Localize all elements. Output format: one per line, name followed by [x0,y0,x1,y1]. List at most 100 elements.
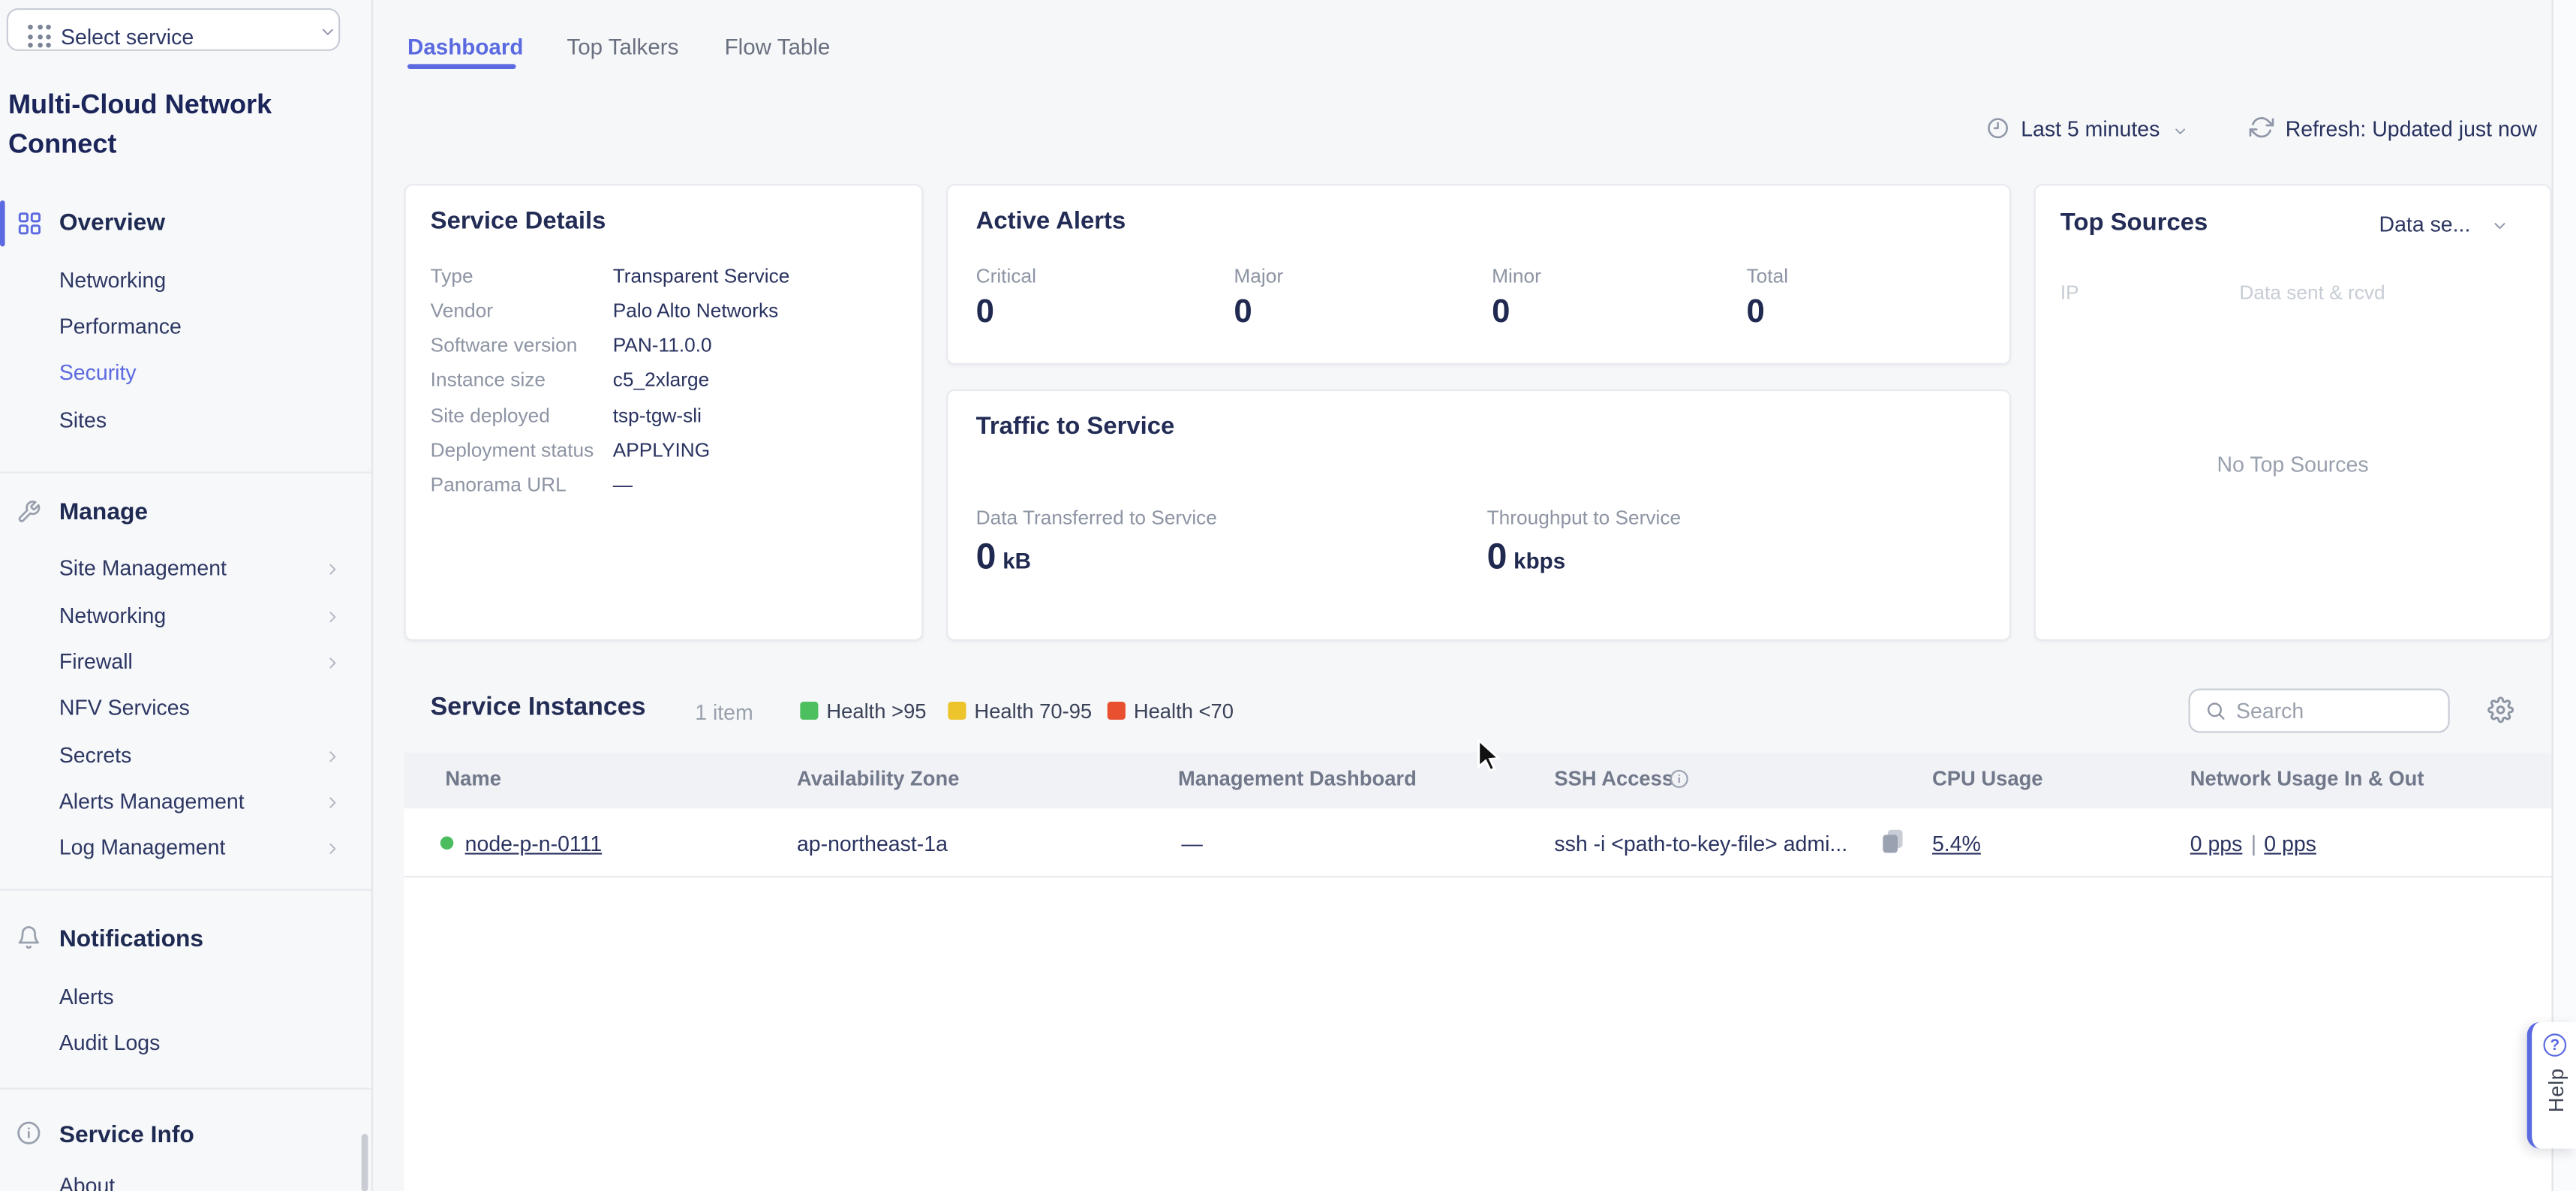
detail-value: c5_2xlarge [612,368,710,392]
sidebar-item-about[interactable]: About [59,1173,116,1191]
instance-name-link[interactable]: node-p-n-0111 [464,831,603,856]
help-tab[interactable]: ? Help [2526,1021,2576,1149]
legend-label: Health 70-95 [974,699,1093,723]
detail-value: Transparent Service [612,264,790,288]
active-alerts-card [946,184,2012,365]
legend-swatch-yellow [948,701,966,720]
top-sources-card [2033,184,2552,641]
metric-unit: kbps [1513,549,1566,574]
chevron-down-icon [2172,123,2189,140]
sidebar-item-security[interactable]: Security [59,359,137,385]
sidebar-item-sites[interactable]: Sites [59,408,107,432]
detail-value: APPLYING [612,438,711,462]
metric-label: Data Transferred to Service [975,506,1217,530]
metric-value: 0 kB [976,536,1031,579]
gear-icon[interactable] [2487,696,2514,723]
cpu-usage-link[interactable]: 5.4% [1931,831,1981,856]
col-header-management-dashboard[interactable]: Management Dashboard [1177,767,1417,791]
select-service-dropdown[interactable]: Select service [6,8,341,51]
sidebar-item-networking[interactable]: Networking [59,267,167,293]
detail-value: PAN-11.0.0 [612,333,712,357]
stat-value: 0 [1492,293,1510,331]
col-header-name[interactable]: Name [445,767,501,791]
sidebar-item-manage-networking[interactable]: Networking [59,603,167,628]
net-in-link[interactable]: 0 pps [2190,831,2243,856]
legend-swatch-green [800,701,819,720]
traffic-card [946,389,2012,641]
sidebar-item-firewall[interactable]: Firewall [59,648,133,674]
detail-label: Panorama URL [430,473,567,497]
management-dashboard-cell: — [1181,831,1203,856]
tab-top-talkers[interactable]: Top Talkers [567,34,679,59]
service-details-title: Service Details [430,206,606,236]
sidebar-section-notifications[interactable]: Notifications [59,926,204,953]
time-range-dropdown[interactable]: Last 5 minutes [2021,116,2160,142]
top-sources-col-data: Data sent & rcvd [2239,281,2385,305]
sidebar-divider [0,1087,371,1090]
tab-flow-table[interactable]: Flow Table [724,34,831,59]
chevron-right-icon [323,794,341,812]
legend-label: Health <70 [1133,699,1234,723]
col-header-network-usage[interactable]: Network Usage In & Out [2190,767,2424,791]
stat-label: Total [1746,264,1789,288]
page-scrollbar[interactable] [2551,0,2576,1191]
detail-label: Vendor [430,299,493,323]
availability-zone-cell: ap-northeast-1a [796,831,948,856]
service-details-card [404,184,924,641]
sidebar-item-audit-logs[interactable]: Audit Logs [59,1030,161,1055]
legend-swatch-red [1107,701,1126,720]
detail-value: Palo Alto Networks [612,299,779,323]
metric-number: 0 [1486,535,1507,577]
info-circle-icon[interactable] [1670,769,1689,789]
sidebar-item-alerts-management[interactable]: Alerts Management [59,789,245,814]
sidebar-item-performance[interactable]: Performance [59,314,182,339]
sidebar-divider [0,471,371,474]
refresh-status[interactable]: Refresh: Updated just now [2285,116,2538,142]
col-header-cpu-usage[interactable]: CPU Usage [1931,767,2043,791]
detail-value: — [612,473,633,497]
chevron-right-icon [323,561,341,579]
detail-label: Instance size [430,368,546,392]
stat-value: 0 [1234,293,1252,331]
col-header-availability-zone[interactable]: Availability Zone [796,767,960,791]
sidebar-item-site-management[interactable]: Site Management [59,555,227,580]
chevron-right-icon [323,654,341,672]
search-icon [2205,700,2226,721]
sidebar-section-service-info[interactable]: Service Info [59,1122,194,1149]
sidebar-item-secrets[interactable]: Secrets [59,742,132,768]
sidebar-section-overview[interactable]: Overview [59,210,166,237]
top-sources-metric-dropdown[interactable]: Data se... [2379,212,2471,237]
bell-icon [17,925,44,953]
ssh-access-cell: ssh -i <path-to-key-file> admi... [1554,831,1848,856]
chevron-right-icon [323,840,341,858]
sidebar-item-alerts[interactable]: Alerts [59,984,114,1009]
net-out-link[interactable]: 0 pps [2264,831,2316,856]
stat-label: Critical [975,264,1036,288]
chevron-right-icon [323,747,341,765]
chevron-right-icon [323,608,341,626]
mouse-cursor [1477,739,1501,772]
search-input[interactable] [2236,691,2442,730]
active-alerts-title: Active Alerts [975,206,1126,236]
sidebar-item-log-management[interactable]: Log Management [59,835,226,860]
metric-unit: kB [1002,549,1032,574]
sidebar-item-nfv-services[interactable]: NFV Services [59,695,190,720]
metric-number: 0 [975,535,996,577]
health-status-dot [440,836,454,850]
help-label: Help [2544,1068,2568,1113]
tab-dashboard[interactable]: Dashboard [407,34,524,59]
top-sources-title: Top Sources [2060,209,2208,237]
stat-label: Major [1234,264,1284,288]
service-instances-count: 1 item [695,699,753,725]
sidebar-section-manage[interactable]: Manage [59,499,149,526]
sidebar: Select service Multi-Cloud Network Conne… [0,0,374,1191]
info-circle-icon [17,1120,44,1148]
sidebar-scrollbar-thumb[interactable] [361,1133,368,1191]
col-header-ssh-access[interactable]: SSH Access [1554,767,1674,791]
chevron-down-icon [319,23,337,41]
detail-label: Software version [430,333,578,357]
apps-grid-icon [28,24,51,48]
copy-icon[interactable] [1883,829,1904,855]
service-instances-title: Service Instances [430,693,646,722]
